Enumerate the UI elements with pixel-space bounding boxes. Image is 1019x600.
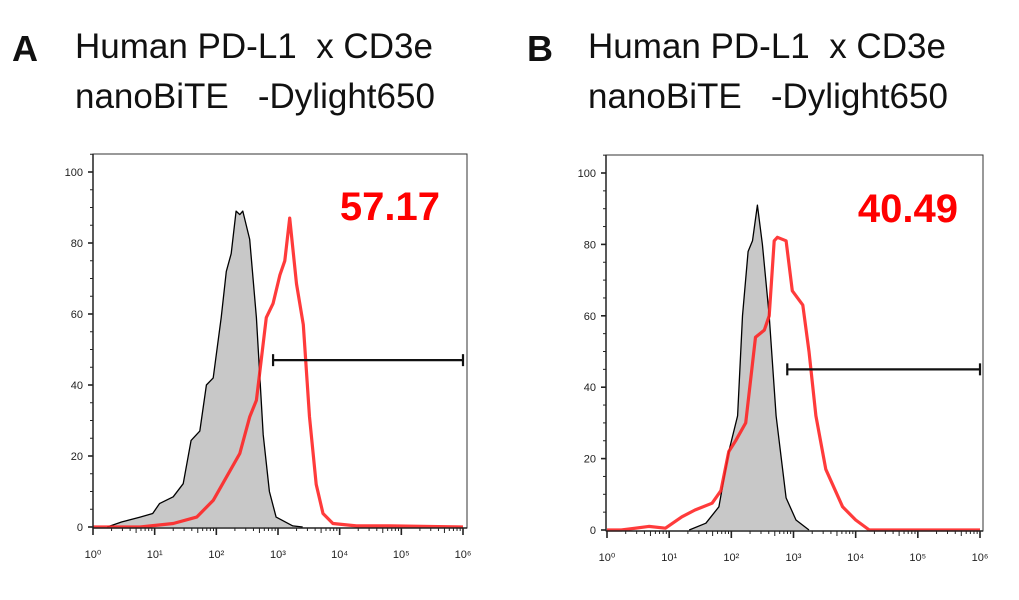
x-tick-label: 10² — [208, 549, 224, 561]
x-tick-label: 10⁰ — [85, 549, 102, 561]
y-axis: 0 20 40 60 80 100 — [65, 153, 94, 534]
y-tick-label: 0 — [77, 522, 83, 534]
y-tick-label: 80 — [584, 239, 596, 251]
y-axis: 0 20 40 60 80 100 — [578, 154, 607, 537]
x-tick-label: 10⁵ — [393, 549, 410, 561]
y-tick-label: 100 — [65, 167, 83, 179]
x-tick-label: 10⁰ — [599, 552, 616, 564]
x-tick-label: 10⁴ — [331, 549, 348, 561]
panel-a-plot: 57.17 0 20 40 60 80 100 10⁰ 10¹ 10² 10³ 10⁴ 10⁵ 10⁶ — [65, 153, 472, 561]
x-tick-label: 10³ — [786, 552, 802, 564]
x-tick-label: 10² — [723, 552, 739, 564]
x-tick-label: 10¹ — [147, 549, 163, 561]
panel-b-label: B — [527, 28, 553, 69]
x-tick-label: 10¹ — [661, 552, 677, 564]
y-tick-label: 20 — [584, 454, 596, 466]
x-tick-label: 10⁵ — [909, 552, 926, 564]
x-tick-label: 10³ — [270, 549, 286, 561]
y-tick-label: 40 — [584, 382, 596, 394]
panel-b-title-line-1: Human PD-L1 x CD3e — [588, 27, 946, 66]
y-tick-label: 0 — [590, 525, 596, 537]
control-histogram-fill — [689, 205, 809, 530]
panel-a-title-line-1: Human PD-L1 x CD3e — [75, 27, 433, 66]
panel-a-title-line-2: nanoBiTE -Dylight650 — [75, 77, 435, 116]
x-tick-label: 10⁶ — [455, 549, 472, 561]
stained-histogram-line — [93, 216, 464, 529]
control-histogram-line — [106, 210, 303, 528]
gate-percent-label: 57.17 — [340, 185, 440, 229]
x-tick-label: 10⁴ — [847, 552, 864, 564]
x-tick-label: 10⁶ — [972, 552, 989, 564]
y-tick-label: 20 — [71, 451, 83, 463]
panel-b-title-line-2: nanoBiTE -Dylight650 — [588, 77, 948, 116]
y-tick-label: 60 — [71, 309, 83, 321]
panel-b-plot: 40.49 0 20 40 60 80 100 10⁰ 10¹ 10² 10³ 10⁴ 10⁵ 10⁶ — [578, 154, 989, 564]
panel-a-label: A — [12, 28, 38, 69]
gate-percent-label: 40.49 — [858, 187, 958, 231]
y-tick-label: 60 — [584, 311, 596, 323]
x-axis: 10⁰ 10¹ 10² 10³ 10⁴ 10⁵ 10⁶ — [599, 530, 989, 564]
y-tick-label: 100 — [578, 168, 596, 180]
stained-histogram-line — [607, 235, 980, 532]
y-tick-label: 80 — [71, 238, 83, 250]
x-axis: 10⁰ 10¹ 10² 10³ 10⁴ 10⁵ 10⁶ — [85, 527, 472, 561]
gate-marker[interactable] — [786, 363, 982, 376]
gate-marker[interactable] — [271, 354, 465, 367]
y-tick-label: 40 — [71, 380, 83, 392]
control-histogram-fill — [107, 211, 303, 527]
